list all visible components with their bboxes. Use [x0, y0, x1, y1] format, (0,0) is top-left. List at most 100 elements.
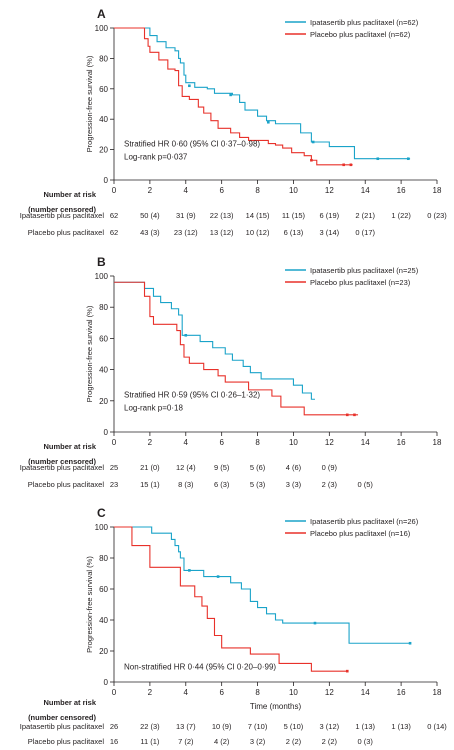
y-tick-label: 0: [104, 428, 109, 437]
risk-value: 62: [110, 211, 118, 220]
risk-title: Number at risk: [43, 190, 96, 199]
risk-value: 3 (12): [320, 722, 340, 731]
risk-title: Number at risk: [43, 698, 96, 707]
panel-letter: C: [97, 506, 106, 520]
legend-label: Ipatasertib plus paclitaxel (n=62): [310, 18, 419, 27]
km-curve-ipatasertib: [114, 526, 411, 644]
risk-value: 4 (2): [214, 737, 230, 746]
risk-value: 5 (10): [284, 722, 304, 731]
y-tick-label: 100: [95, 24, 109, 33]
y-tick-label: 0: [104, 176, 109, 185]
x-tick-label: 14: [361, 438, 370, 447]
km-curve-placebo: [114, 27, 353, 166]
x-axis-label: Time (months): [250, 702, 302, 711]
x-tick-label: 4: [184, 186, 189, 195]
risk-value: 22 (13): [210, 211, 234, 220]
x-tick-label: 4: [184, 688, 189, 697]
risk-value: 1 (22): [391, 211, 411, 220]
censor-mark: [310, 158, 313, 162]
x-tick-label: 6: [219, 688, 224, 697]
censor-mark: [349, 163, 353, 167]
x-tick-label: 0: [112, 688, 117, 697]
risk-value: 11 (15): [282, 211, 306, 220]
censor-mark: [229, 93, 232, 97]
y-tick-label: 80: [99, 303, 108, 312]
risk-value: 0 (3): [358, 737, 374, 746]
risk-value: 31 (9): [176, 211, 196, 220]
x-tick-label: 10: [289, 688, 298, 697]
censor-mark: [345, 413, 349, 417]
risk-value: 6 (3): [214, 480, 230, 489]
risk-value: 5 (3): [250, 480, 266, 489]
risk-value: 21 (0): [140, 463, 160, 472]
panel-b: B 0 20 40 60 80 100 0 2 4 6 8 10 12 14 16 18 Progression-…: [20, 255, 442, 489]
risk-value: 4 (6): [286, 463, 302, 472]
censor-mark: [406, 157, 410, 161]
censor-mark: [311, 140, 315, 144]
x-tick-label: 16: [397, 186, 406, 195]
risk-row-label: Placebo plus paclitaxel: [28, 228, 105, 237]
legend-label: Ipatasertib plus paclitaxel (n=26): [310, 517, 419, 526]
km-curve-placebo: [114, 526, 348, 672]
panel-a: A 0 20 40 60 80 100 0 2 4 6 8 10 12 14 16 18 Progression-…: [20, 7, 448, 237]
risk-value: 23 (12): [174, 228, 198, 237]
risk-value: 15 (1): [140, 480, 160, 489]
risk-row-label: Placebo plus paclitaxel: [28, 737, 105, 746]
x-tick-label: 18: [433, 186, 442, 195]
x-tick-label: 2: [148, 438, 153, 447]
risk-value: 0 (17): [355, 228, 375, 237]
risk-value: 3 (14): [320, 228, 340, 237]
risk-value: 0 (14): [427, 722, 447, 731]
risk-row-label: Placebo plus paclitaxel: [28, 480, 105, 489]
risk-value: 9 (5): [214, 463, 230, 472]
x-tick-label: 10: [289, 438, 298, 447]
x-tick-label: 12: [325, 688, 334, 697]
legend-label: Placebo plus paclitaxel (n=16): [310, 529, 411, 538]
y-tick-label: 100: [95, 523, 109, 532]
y-tick-label: 40: [99, 366, 108, 375]
risk-value: 1 (13): [355, 722, 375, 731]
risk-value: 26: [110, 722, 118, 731]
y-tick-label: 20: [99, 397, 108, 406]
y-axis-label: Progression-free survival (%): [85, 556, 94, 653]
hr-annotation: Non-stratified HR 0·44 (95% CI 0·20–0·99…: [124, 663, 276, 672]
x-tick-label: 0: [112, 186, 117, 195]
x-tick-label: 16: [397, 438, 406, 447]
x-tick-label: 0: [112, 438, 117, 447]
x-tick-label: 14: [361, 688, 370, 697]
y-axis-label: Progression-free survival (%): [85, 55, 94, 152]
x-tick-label: 16: [397, 688, 406, 697]
risk-value: 6 (19): [320, 211, 340, 220]
y-tick-label: 0: [104, 678, 109, 687]
risk-subtitle: (number censored): [28, 205, 96, 214]
risk-value: 3 (2): [250, 737, 266, 746]
x-tick-label: 2: [148, 688, 153, 697]
legend-label: Ipatasertib plus paclitaxel (n=25): [310, 266, 419, 275]
risk-subtitle: (number censored): [28, 457, 96, 466]
y-tick-label: 60: [99, 85, 108, 94]
risk-value: 5 (6): [250, 463, 266, 472]
x-tick-label: 18: [433, 688, 442, 697]
risk-value: 2 (2): [322, 737, 338, 746]
censor-mark: [313, 621, 317, 625]
km-curve-ipatasertib: [114, 281, 315, 400]
censor-mark: [267, 120, 270, 124]
x-tick-label: 8: [255, 438, 260, 447]
risk-row-label: Ipatasertib plus paclitaxel: [20, 722, 105, 731]
y-tick-label: 40: [99, 115, 108, 124]
x-tick-label: 12: [325, 438, 334, 447]
risk-value: 6 (13): [284, 228, 304, 237]
km-curve-ipatasertib: [114, 27, 411, 160]
risk-value: 2 (2): [286, 737, 302, 746]
risk-value: 7 (2): [178, 737, 194, 746]
km-curve-placebo: [114, 281, 359, 416]
risk-value: 13 (7): [176, 722, 196, 731]
hr-annotation: Log-rank p=0·037: [124, 153, 188, 162]
risk-value: 0 (5): [358, 480, 374, 489]
censor-mark: [188, 569, 191, 572]
x-tick-label: 14: [361, 186, 370, 195]
y-tick-label: 80: [99, 54, 108, 63]
risk-value: 7 (10): [248, 722, 268, 731]
risk-value: 22 (3): [140, 722, 160, 731]
